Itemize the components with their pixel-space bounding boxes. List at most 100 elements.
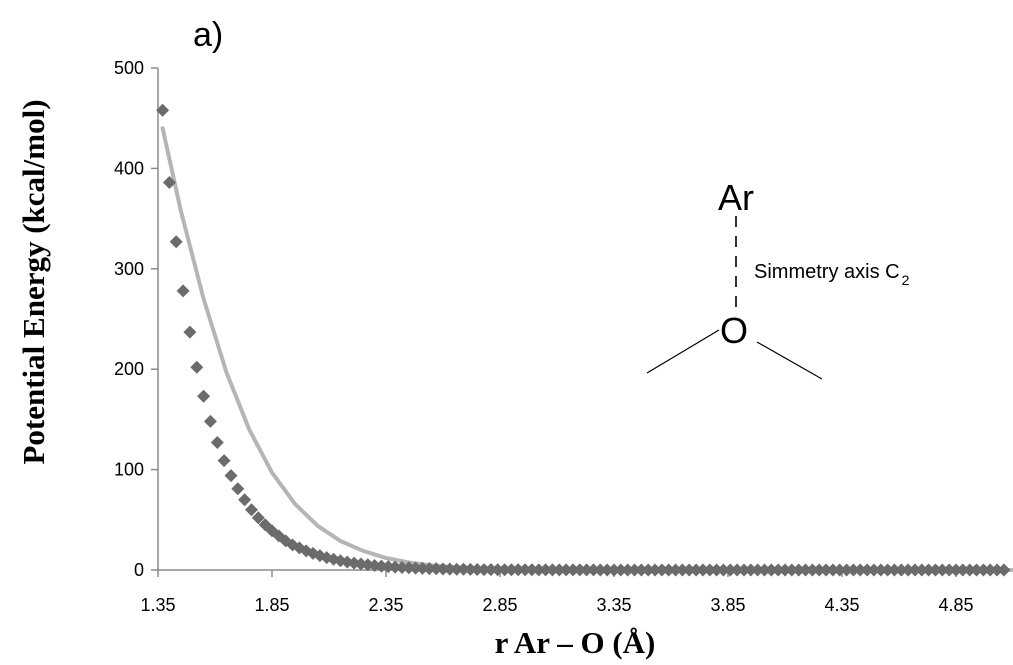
oh-bond-right [756,341,823,380]
data-point-diamond [908,563,922,577]
data-point-diamond [457,562,470,576]
x-axis-ticks: 1.35 1.85 2.35 2.85 3.35 3.85 4.35 4.85 [140,570,974,615]
x-tick-label: 1.35 [140,595,175,615]
data-point-diamond [545,563,559,577]
data-point-diamond [162,176,176,189]
data-point-diamond [491,563,505,577]
data-point-diamond [416,561,429,575]
data-point-diamond [600,563,614,577]
data-point-diamond [197,389,211,403]
data-point-diamond [669,563,683,577]
data-point-diamond [566,563,580,577]
data-point-diamond [634,563,648,577]
data-point-diamond [450,562,464,576]
data-point-diamond [792,563,806,577]
y-tick-label: 500 [114,58,144,78]
data-point-diamond [970,563,983,577]
data-point-diamond [771,563,785,577]
data-point-diamond [217,454,231,468]
data-point-diamond [552,563,566,577]
data-point-diamond [853,563,867,577]
data-point-diamond [751,563,765,577]
data-point-diamond [758,563,771,577]
y-axis-title: Potential Energy (kcal/mol) [16,99,51,464]
oxygen-label: O [720,310,748,351]
x-tick-label: 4.85 [938,595,973,615]
data-point-diamond [183,325,197,339]
data-point-diamond [689,563,703,577]
symmetry-axis-label-subscript: 2 [902,272,910,288]
data-point-diamond [587,563,600,577]
data-point-diamond [539,563,553,577]
data-point-diamond [942,563,956,577]
data-point-diamond [894,563,908,577]
data-point-diamond [881,563,895,577]
data-point-diamond [710,563,724,577]
data-point-diamond [949,563,963,577]
data-point-diamond [429,562,443,576]
data-point-diamond [703,563,717,577]
data-point-diamond [696,563,710,577]
data-point-diamond [778,563,792,577]
data-point-diamond [990,563,1004,577]
data-point-diamond [498,563,512,577]
x-tick-label: 4.35 [824,595,859,615]
data-point-diamond [846,563,860,577]
y-tick-label: 400 [114,158,144,178]
y-tick-label: 100 [114,460,144,480]
y-axis-ticks: 0 100 200 300 400 500 [114,58,158,580]
data-point-diamond [812,563,826,577]
data-point-diamond [935,563,949,577]
data-point-diamond [648,563,662,577]
data-point-diamond [840,563,854,577]
data-point-diamond [559,563,573,577]
data-point-diamond [443,562,457,576]
data-point-diamond [929,563,942,577]
data-point-diamond [607,563,621,577]
data-point-diamond [922,563,936,577]
data-point-diamond [833,563,847,577]
data-point-diamond [532,563,546,577]
data-point-diamond [963,563,977,577]
data-point-diamond [662,563,676,577]
data-point-diamond [915,563,929,577]
data-point-diamond [238,493,252,507]
data-point-diamond [251,511,265,525]
symmetry-axis-label-text: Simmetry axis C [754,261,900,283]
data-point-diamond [655,563,669,577]
data-point-diamond [422,562,436,576]
data-point-diamond [826,563,840,577]
data-point-diamond [580,563,594,577]
x-axis-title: r Ar – O (Å) [495,625,656,660]
data-point-diamond [764,563,778,577]
data-point-diamond [436,562,450,576]
data-point-diamond [169,235,183,249]
x-tick-label: 3.85 [710,595,745,615]
oh-bond-left [646,329,720,374]
data-point-diamond [621,563,635,577]
data-point-diamond [190,360,204,374]
data-point-diamond [997,563,1011,577]
data-point-diamond [874,563,888,577]
data-point-diamond [156,103,170,117]
data-point-diamond [887,563,901,577]
data-point-diamond [231,482,245,496]
data-point-diamond [730,563,744,577]
data-point-diamond [901,563,915,577]
data-point-diamond [641,563,655,577]
data-point-diamond [409,561,423,575]
x-tick-label: 1.85 [254,595,289,615]
y-tick-label: 0 [134,560,144,580]
data-point-diamond [210,436,224,449]
data-point-diamond [518,563,532,577]
x-tick-label: 2.85 [482,595,517,615]
fit-curve-line [160,126,1013,572]
data-point-diamond [682,563,696,577]
data-point-diamond [956,563,970,577]
panel-label: a) [193,16,223,54]
data-point-diamond [737,563,751,577]
data-point-diamond [723,563,737,577]
data-point-diamond [675,563,689,577]
